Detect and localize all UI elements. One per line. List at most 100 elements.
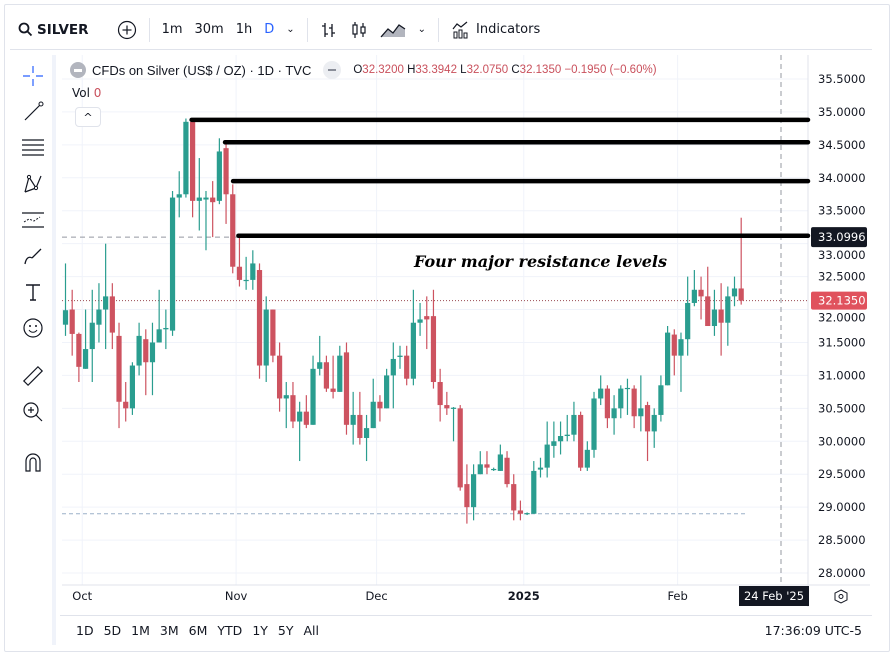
ruler-icon <box>22 365 44 387</box>
timeframe-30m[interactable]: 30m <box>189 10 230 49</box>
chart-type-dropdown[interactable]: ⌄ <box>412 10 432 49</box>
price-chart[interactable]: 35.5000 35.0000 34.5000 34.0000 33.5000 33.00… <box>62 55 870 607</box>
candle-up <box>651 414 657 432</box>
indicators-label: Indicators <box>476 22 541 37</box>
timeframe-label: 1h <box>235 22 253 37</box>
text-tool[interactable] <box>20 279 46 305</box>
candle-up <box>384 375 390 409</box>
candle-down <box>444 405 450 409</box>
resistance-lines[interactable] <box>189 117 811 239</box>
candle-down <box>109 296 115 333</box>
range-1d[interactable]: 1D <box>76 623 94 638</box>
price-tick-label: 33.0000 <box>818 248 866 262</box>
crosshair-date-label: 24 Feb '25 <box>744 589 804 603</box>
candle-up <box>557 436 564 442</box>
divider <box>148 17 150 42</box>
time-tick-label: 2025 <box>508 589 540 603</box>
candle-up <box>136 335 142 366</box>
candle-up <box>310 368 316 425</box>
symbol-search-button[interactable]: SILVER <box>10 10 95 49</box>
candles-button[interactable] <box>344 10 374 49</box>
magnet-tool[interactable] <box>20 449 46 475</box>
pattern-tool[interactable] <box>20 171 46 197</box>
candle-up <box>685 302 691 340</box>
candle-up <box>390 358 396 376</box>
trend-line-tool[interactable] <box>20 99 46 125</box>
open-label: O <box>353 64 363 76</box>
candle-up <box>89 322 95 350</box>
range-1y[interactable]: 1Y <box>252 623 268 638</box>
emoji-tool[interactable] <box>20 315 46 341</box>
symbol-title: CFDs on Silver (US$ / OZ) · 1D · TVC <box>92 62 312 78</box>
timeframe-1h[interactable]: 1h <box>230 10 259 49</box>
candle-up <box>263 309 269 366</box>
collapse-legend-button[interactable]: ^ <box>75 107 101 127</box>
candle-down <box>190 121 196 201</box>
candle-down <box>437 382 443 406</box>
candle-down <box>69 309 75 334</box>
timeframe-label: D <box>264 22 275 37</box>
time-tick-label: Dec <box>365 589 387 603</box>
ruler-tool[interactable] <box>20 363 46 389</box>
candle-down <box>604 388 610 419</box>
candle-up <box>658 385 664 415</box>
forecast-tool[interactable] <box>20 207 46 233</box>
candle-up <box>203 197 209 200</box>
area-chart-button[interactable] <box>374 10 412 49</box>
candle-down <box>210 197 216 203</box>
compare-button[interactable] <box>111 10 143 49</box>
fib-retracement-icon <box>22 139 44 156</box>
annotation-text[interactable]: Four major resistance levels <box>414 252 667 271</box>
timeframe-dropdown[interactable]: ⌄ <box>280 10 300 49</box>
candle-up <box>725 296 731 323</box>
candle-up <box>196 197 202 201</box>
fib-tool[interactable] <box>20 135 46 161</box>
candle-down <box>424 316 430 320</box>
candle-up <box>156 329 162 343</box>
price-tick-label: 33.5000 <box>818 204 866 218</box>
range-all[interactable]: All <box>303 623 320 638</box>
grid <box>62 55 870 607</box>
candle-down <box>303 411 309 425</box>
candle-down <box>223 148 229 195</box>
candle-down <box>430 316 437 383</box>
price-axis[interactable]: 35.5000 35.0000 34.5000 34.0000 33.5000 33.00… <box>811 72 867 580</box>
timeframe-d[interactable]: D <box>258 10 280 49</box>
candle-up <box>624 387 631 390</box>
range-5y[interactable]: 5Y <box>277 623 294 638</box>
clock-timezone[interactable]: 17:36:09 UTC-5 <box>764 623 862 638</box>
bar-chart-button[interactable] <box>314 10 344 49</box>
candle-up <box>397 355 403 357</box>
candle-down <box>256 270 263 366</box>
candle-down <box>290 395 296 422</box>
minus-icon <box>328 69 337 71</box>
divider <box>438 17 440 42</box>
range-3m[interactable]: 3M <box>159 623 179 638</box>
candle-up <box>711 309 718 327</box>
candle-up <box>551 441 557 446</box>
candle-down <box>270 309 276 356</box>
candle-down <box>76 333 82 367</box>
crosshair-icon <box>23 66 43 86</box>
candle-up <box>497 454 503 471</box>
candle-down <box>236 266 243 280</box>
range-6m[interactable]: 6M <box>188 623 208 638</box>
emoji-icon <box>23 318 43 338</box>
timeframe-1m[interactable]: 1m <box>156 10 189 49</box>
brush-tool[interactable] <box>20 243 46 269</box>
range-ytd[interactable]: YTD <box>217 623 243 638</box>
forecast-icon <box>22 212 44 228</box>
low-label: L <box>460 64 467 76</box>
text-icon <box>26 284 40 301</box>
price-tick-label: 35.0000 <box>818 105 866 119</box>
range-1m[interactable]: 1M <box>131 623 150 638</box>
time-axis[interactable]: Oct Nov Dec 2025 Feb 24 Feb '25 <box>72 586 848 606</box>
zoom-in-tool[interactable] <box>20 399 46 425</box>
low-value: 32.0750 <box>466 64 509 76</box>
candle-up <box>163 327 169 330</box>
indicators-button[interactable]: Indicators <box>445 10 546 49</box>
hide-legend-button[interactable] <box>323 61 342 79</box>
range-5d[interactable]: 5D <box>103 623 122 638</box>
price-tick-label: 31.5000 <box>818 335 866 349</box>
crosshair-tool[interactable] <box>20 63 46 89</box>
